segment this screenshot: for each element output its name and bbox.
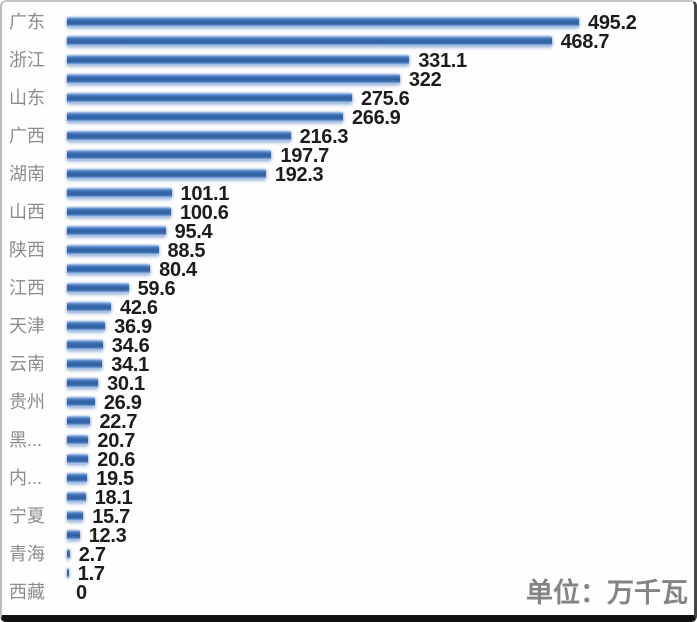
value-label: 22.7 xyxy=(99,411,138,433)
category-label: 山西 xyxy=(9,202,45,222)
category-label: 内... xyxy=(9,468,43,488)
bar xyxy=(67,264,151,274)
value-label: 101.1 xyxy=(180,183,230,205)
category-label: 陕西 xyxy=(9,240,45,260)
value-label: 100.6 xyxy=(180,202,229,224)
value-label: 26.9 xyxy=(103,392,142,414)
bar xyxy=(67,340,103,350)
value-label: 80.4 xyxy=(159,259,197,281)
value-label: 495.2 xyxy=(588,12,637,34)
bar xyxy=(67,55,410,65)
category-label: 广东 xyxy=(9,12,45,32)
bar xyxy=(67,112,343,122)
value-label: 30.1 xyxy=(107,373,145,395)
category-label: 宁夏 xyxy=(9,506,45,526)
bar xyxy=(67,549,70,559)
value-label: 15.7 xyxy=(92,506,130,528)
value-label: 192.3 xyxy=(274,164,324,186)
bar xyxy=(67,207,171,217)
value-label: 12.3 xyxy=(88,525,127,547)
bar xyxy=(67,226,166,236)
bar xyxy=(67,359,103,369)
bar xyxy=(67,473,88,483)
bar xyxy=(67,511,84,521)
bar xyxy=(67,530,80,540)
value-label: 275.6 xyxy=(360,88,410,110)
bar xyxy=(67,74,400,84)
value-label: 59.6 xyxy=(137,278,176,300)
bar xyxy=(67,454,89,464)
value-label: 20.7 xyxy=(97,430,136,452)
bar xyxy=(67,302,112,312)
category-label: 天津 xyxy=(9,316,45,336)
bar xyxy=(67,283,129,293)
bar xyxy=(67,397,95,407)
bar xyxy=(67,321,106,331)
bar xyxy=(67,93,352,103)
bar xyxy=(67,416,91,426)
category-label: 青海 xyxy=(9,544,45,564)
value-label: 197.7 xyxy=(280,145,329,167)
bar xyxy=(67,568,69,578)
value-label: 34.6 xyxy=(111,335,150,357)
bar xyxy=(67,492,86,502)
bar xyxy=(67,378,99,388)
category-label: 山东 xyxy=(9,88,45,108)
value-label: 95.4 xyxy=(174,221,213,243)
category-label: 西藏 xyxy=(9,582,45,602)
value-label: 20.6 xyxy=(97,449,136,471)
value-label: 216.3 xyxy=(299,126,349,148)
category-label: 浙江 xyxy=(9,50,45,70)
value-label: 331.1 xyxy=(418,50,467,72)
category-label: 云南 xyxy=(9,354,45,374)
value-label: 266.9 xyxy=(351,107,401,129)
value-label: 18.1 xyxy=(94,487,133,509)
category-label: 湖南 xyxy=(9,164,45,184)
unit-label: 单位：万千瓦 xyxy=(526,578,688,608)
value-label: 468.7 xyxy=(560,31,610,53)
value-label: 322 xyxy=(408,69,442,91)
bar xyxy=(67,245,159,255)
bar xyxy=(67,131,291,141)
value-label: 34.1 xyxy=(111,354,149,376)
bar xyxy=(67,150,272,160)
category-label: 江西 xyxy=(9,278,45,298)
value-label: 0 xyxy=(76,582,87,604)
category-label: 贵州 xyxy=(9,392,45,412)
bar xyxy=(67,435,89,445)
value-label: 1.7 xyxy=(77,563,105,585)
bar xyxy=(67,169,266,179)
bar xyxy=(67,188,172,198)
bar xyxy=(67,36,552,46)
value-label: 42.6 xyxy=(120,297,158,319)
value-label: 2.7 xyxy=(78,544,106,566)
value-label: 19.5 xyxy=(96,468,134,490)
value-label: 88.5 xyxy=(167,240,206,262)
value-label: 36.9 xyxy=(114,316,152,338)
bar xyxy=(67,17,579,27)
category-label: 黑... xyxy=(9,430,43,450)
category-label: 广西 xyxy=(9,126,45,146)
bar-chart-plot-area: 广东 495.2 468.7 浙江 331.1 322 山东 275.6 266.9 广西 216.… xyxy=(2,2,694,615)
